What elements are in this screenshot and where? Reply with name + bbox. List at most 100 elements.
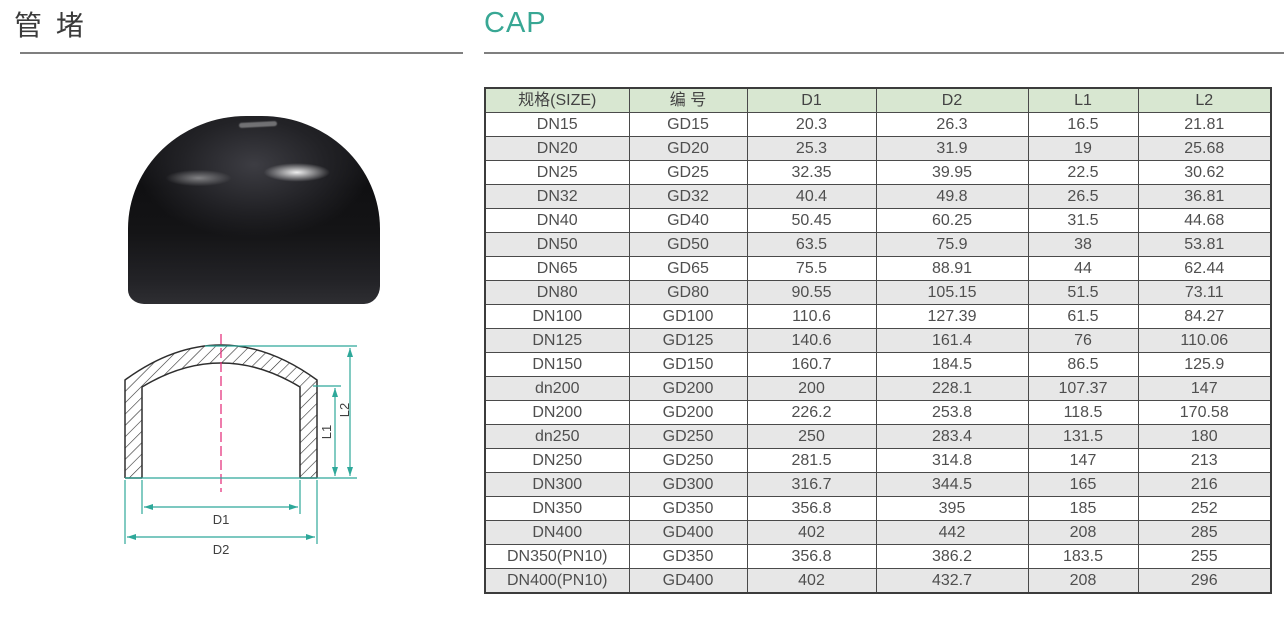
table-cell: DN20 [484, 136, 630, 161]
table-cell: DN40 [484, 208, 630, 233]
table-cell: DN350 [484, 496, 630, 521]
table-cell: dn200 [484, 376, 630, 401]
table-cell: GD150 [628, 352, 748, 377]
table-cell: 38 [1027, 232, 1139, 257]
dimension-drawing: D1 D2 L1 L2 [124, 334, 357, 557]
table-cell: 62.44 [1137, 256, 1272, 281]
dimension-lines [127, 348, 353, 540]
table-row: DN300 GD300 316.7 344.5 165 216 [484, 472, 1272, 497]
table-row: DN15 GD15 20.3 26.3 16.5 21.81 [484, 112, 1272, 137]
table-cell: DN50 [484, 232, 630, 257]
table-cell: 61.5 [1027, 304, 1139, 329]
table-cell: 395 [875, 496, 1029, 521]
embossed-logo-mark [238, 121, 277, 128]
table-cell: 16.5 [1027, 112, 1139, 137]
table-row: DN150 GD150 160.7 184.5 86.5 125.9 [484, 352, 1272, 377]
table-cell: 140.6 [746, 328, 877, 353]
table-header-cell: 规格(SIZE) [484, 87, 630, 113]
table-row: DN50 GD50 63.5 75.9 38 53.81 [484, 232, 1272, 257]
table-cell: DN150 [484, 352, 630, 377]
table-row: DN32 GD32 40.4 49.8 26.5 36.81 [484, 184, 1272, 209]
table-header-row: 规格(SIZE) 编 号 D1 D2 L1 L2 [484, 87, 1272, 113]
table-header-cell: 编 号 [628, 87, 748, 113]
table-cell: GD20 [628, 136, 748, 161]
table-cell: 40.4 [746, 184, 877, 209]
table-cell: GD80 [628, 280, 748, 305]
table-cell: 76 [1027, 328, 1139, 353]
table-cell: 31.5 [1027, 208, 1139, 233]
table-cell: 442 [875, 520, 1029, 545]
table-cell: 50.45 [746, 208, 877, 233]
table-cell: 49.8 [875, 184, 1029, 209]
table-cell: 25.68 [1137, 136, 1272, 161]
title-underline-en [484, 52, 1284, 54]
table-cell: 75.9 [875, 232, 1029, 257]
table-cell: 344.5 [875, 472, 1029, 497]
table-cell: GD125 [628, 328, 748, 353]
table-cell: 180 [1137, 424, 1272, 449]
table-cell: 127.39 [875, 304, 1029, 329]
table-cell: 296 [1137, 568, 1272, 594]
table-cell: 165 [1027, 472, 1139, 497]
table-cell: 118.5 [1027, 400, 1139, 425]
table-row: DN25 GD25 32.35 39.95 22.5 30.62 [484, 160, 1272, 185]
table-cell: 208 [1027, 568, 1139, 594]
extension-lines [124, 345, 357, 544]
table-cell: DN100 [484, 304, 630, 329]
table-cell: 356.8 [746, 544, 877, 569]
table-cell: 20.3 [746, 112, 877, 137]
table-row: dn200 GD200 200 228.1 107.37 147 [484, 376, 1272, 401]
table-cell: 283.4 [875, 424, 1029, 449]
table-cell: 131.5 [1027, 424, 1139, 449]
table-cell: DN300 [484, 472, 630, 497]
title-underline-cn [20, 52, 463, 54]
table-header-cell: D1 [746, 87, 877, 113]
table-row: DN350 GD350 356.8 395 185 252 [484, 496, 1272, 521]
table-cell: GD250 [628, 448, 748, 473]
table-cell: 39.95 [875, 160, 1029, 185]
size-table-body: DN15 GD15 20.3 26.3 16.5 21.81 DN20 GD20 25.3 31.… [484, 112, 1272, 594]
table-cell: GD32 [628, 184, 748, 209]
table-row: DN80 GD80 90.55 105.15 51.5 73.11 [484, 280, 1272, 305]
table-cell: 110.06 [1137, 328, 1272, 353]
table-cell: 26.5 [1027, 184, 1139, 209]
table-cell: GD200 [628, 376, 748, 401]
table-cell: 252 [1137, 496, 1272, 521]
table-cell: GD40 [628, 208, 748, 233]
table-cell: 147 [1137, 376, 1272, 401]
table-cell: 22.5 [1027, 160, 1139, 185]
table-row: dn250 GD250 250 283.4 131.5 180 [484, 424, 1272, 449]
table-row: DN400(PN10) GD400 402 432.7 208 296 [484, 568, 1272, 594]
table-cell: DN350(PN10) [484, 544, 630, 569]
page-title-en: CAP [484, 7, 547, 39]
table-cell: 63.5 [746, 232, 877, 257]
table-cell: 88.91 [875, 256, 1029, 281]
table-cell: 184.5 [875, 352, 1029, 377]
table-cell: 44.68 [1137, 208, 1272, 233]
table-cell: 105.15 [875, 280, 1029, 305]
table-cell: GD200 [628, 400, 748, 425]
table-cell: 75.5 [746, 256, 877, 281]
table-cell: 53.81 [1137, 232, 1272, 257]
table-cell: 161.4 [875, 328, 1029, 353]
table-cell: GD25 [628, 160, 748, 185]
page-title-cn: 管 堵 [14, 10, 87, 41]
table-cell: 73.11 [1137, 280, 1272, 305]
table-cell: 250 [746, 424, 877, 449]
table-cell: DN200 [484, 400, 630, 425]
table-cell: GD15 [628, 112, 748, 137]
table-cell: 253.8 [875, 400, 1029, 425]
table-cell: 147 [1027, 448, 1139, 473]
table-cell: 316.7 [746, 472, 877, 497]
table-cell: 90.55 [746, 280, 877, 305]
table-cell: 200 [746, 376, 877, 401]
table-cell: 285 [1137, 520, 1272, 545]
table-cell: 51.5 [1027, 280, 1139, 305]
table-header-cell: L1 [1027, 87, 1139, 113]
table-cell: 228.1 [875, 376, 1029, 401]
table-cell: DN32 [484, 184, 630, 209]
table-cell: 216 [1137, 472, 1272, 497]
table-cell: GD350 [628, 544, 748, 569]
table-cell: 19 [1027, 136, 1139, 161]
